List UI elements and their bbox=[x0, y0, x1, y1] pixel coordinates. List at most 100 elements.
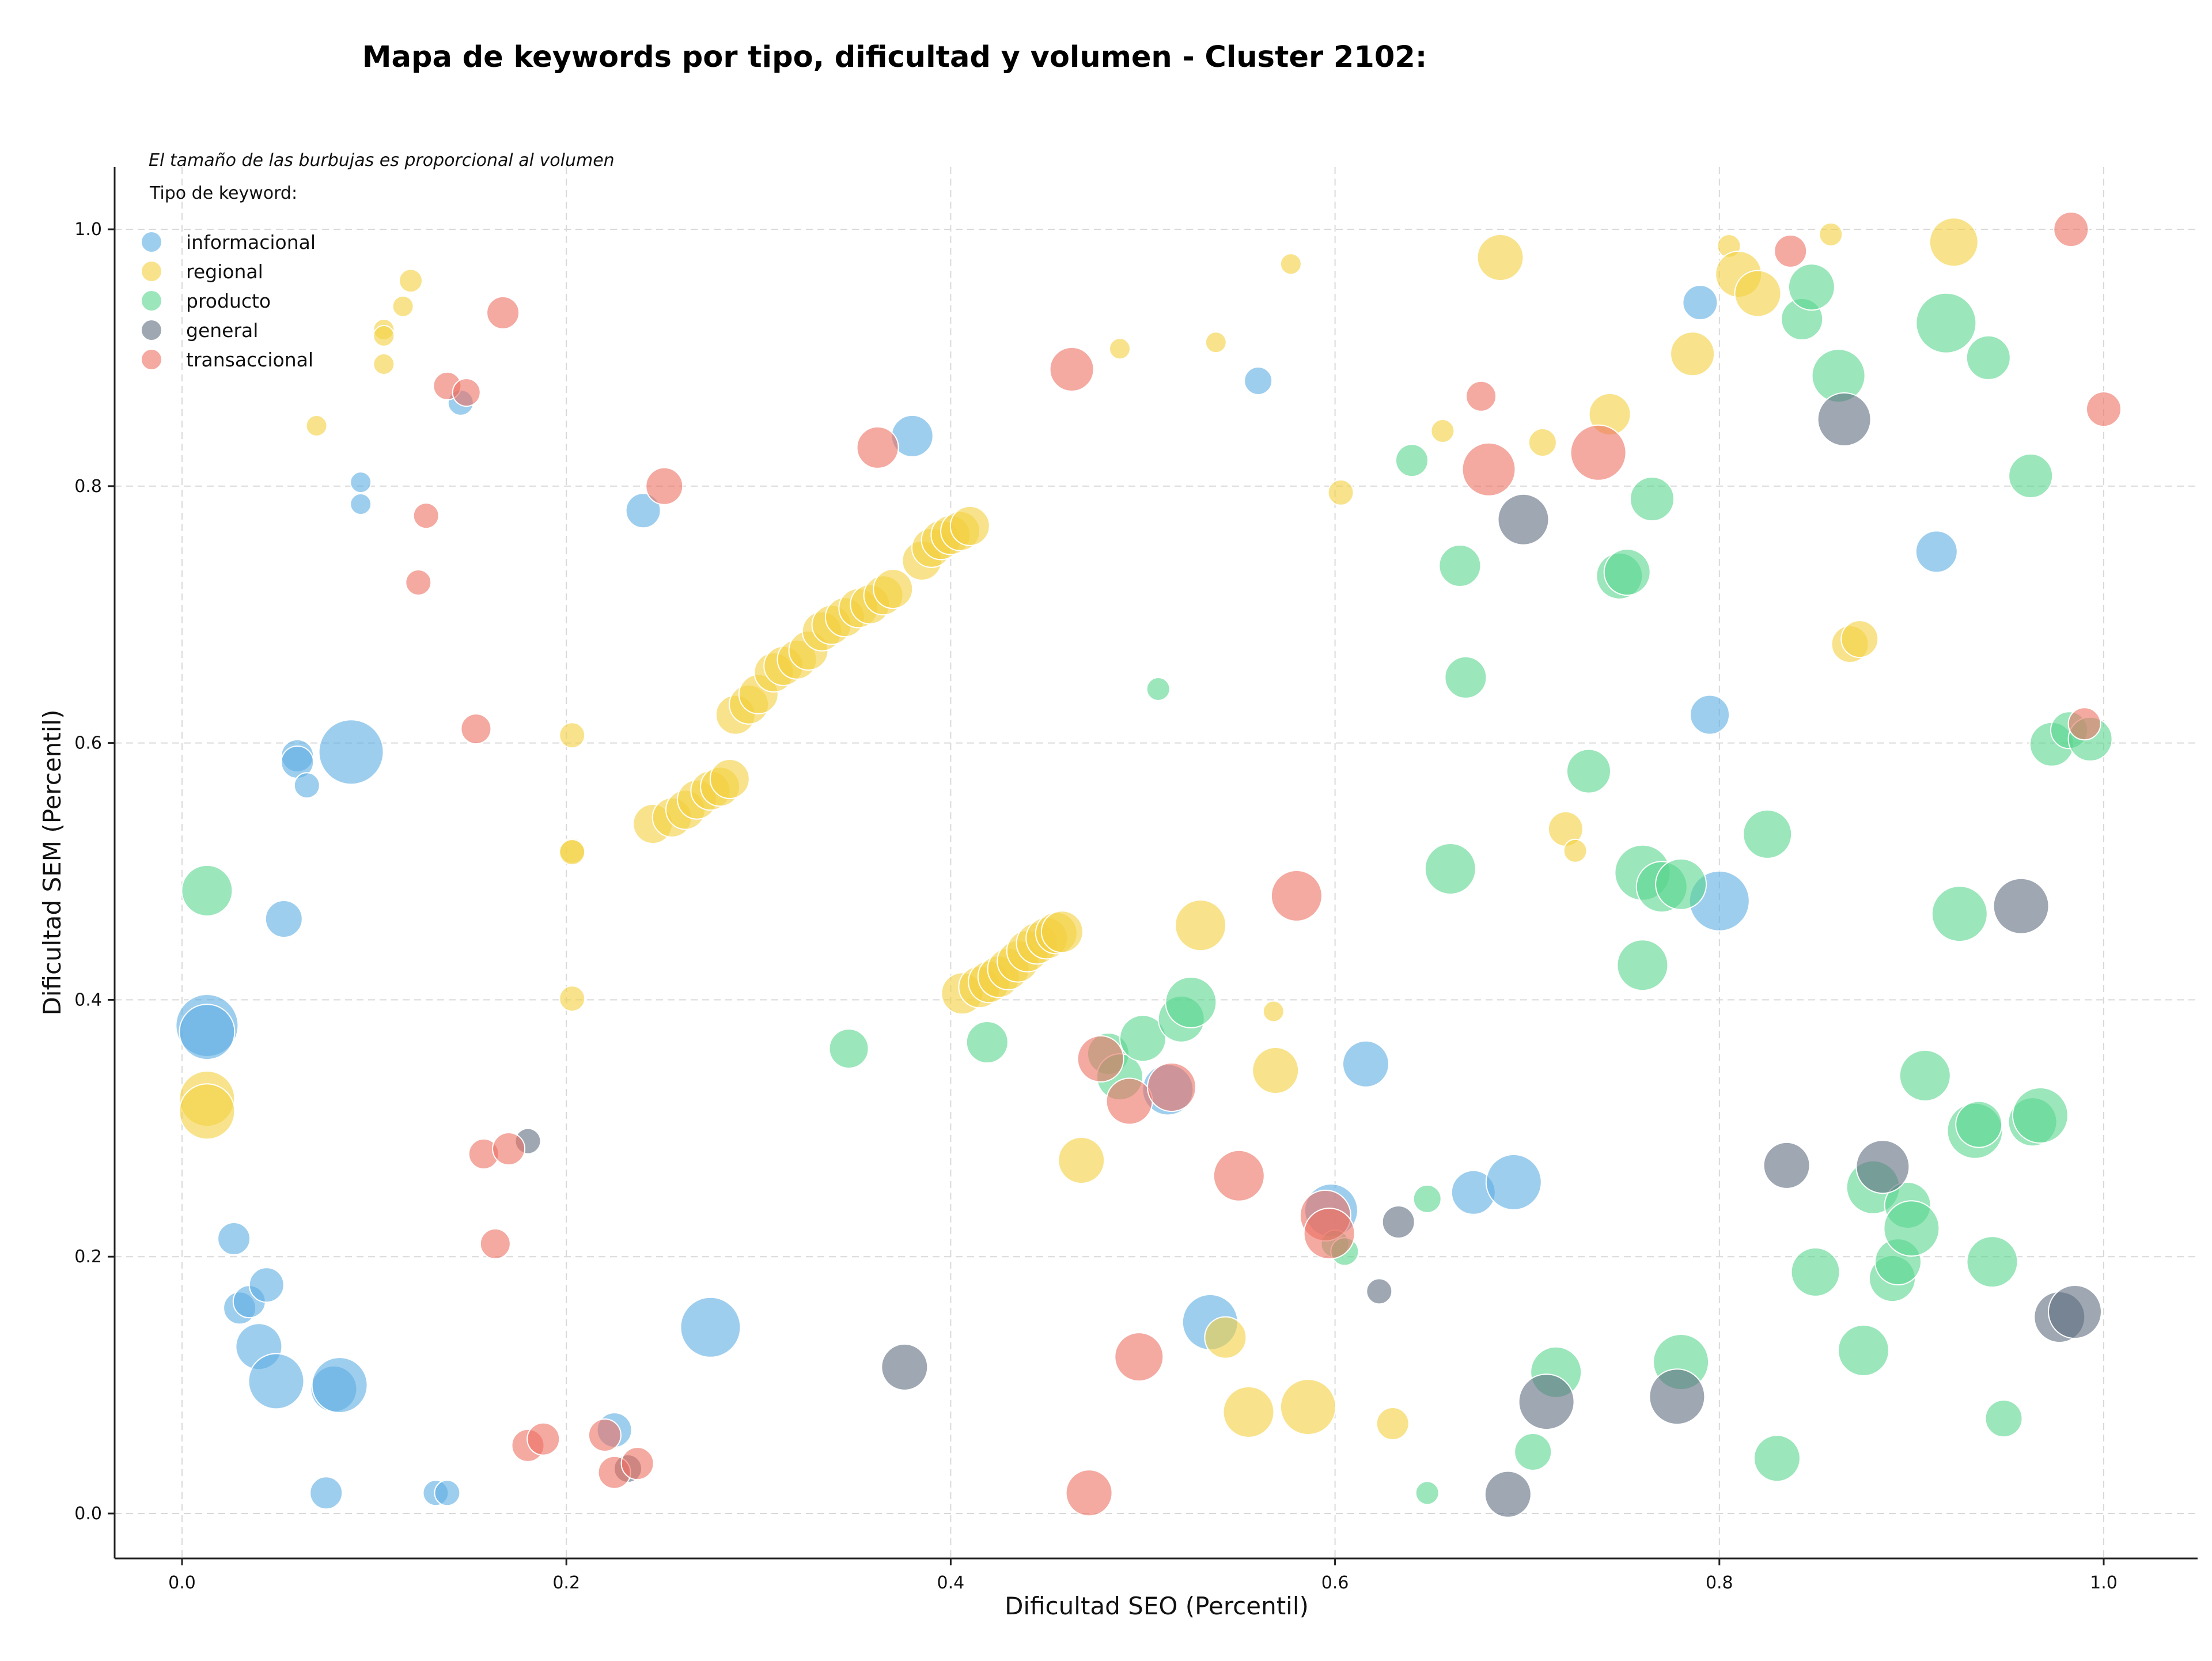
bubble-transaccional bbox=[1077, 1035, 1124, 1083]
bubble-transaccional bbox=[412, 502, 440, 529]
bubble-transaccional bbox=[460, 713, 492, 745]
bubble-general bbox=[1484, 1470, 1532, 1518]
legend-label-informacional: informacional bbox=[186, 231, 316, 253]
legend-marker-general bbox=[142, 320, 161, 340]
bubble-regional bbox=[1376, 1407, 1410, 1440]
series-regional bbox=[179, 217, 1979, 1440]
x-tick-label: 0.6 bbox=[1321, 1573, 1349, 1593]
bubble-transaccional bbox=[405, 569, 432, 596]
bubble-general bbox=[1366, 1278, 1393, 1305]
bubble-transaccional bbox=[492, 1132, 526, 1166]
bubble-producto bbox=[1655, 858, 1707, 910]
x-tick-label: 1.0 bbox=[2090, 1573, 2118, 1593]
bubble-regional bbox=[559, 985, 586, 1012]
bubble-regional bbox=[1670, 331, 1715, 377]
bubble-regional bbox=[392, 295, 414, 317]
bubble-transaccional bbox=[856, 426, 899, 469]
bubble-regional bbox=[1476, 234, 1524, 281]
bubble-transaccional bbox=[1461, 442, 1516, 497]
bubble-regional bbox=[1279, 1379, 1336, 1435]
bubble-regional bbox=[1109, 338, 1131, 360]
bubble-producto bbox=[1514, 1433, 1552, 1471]
bubble-informacional bbox=[1342, 1040, 1389, 1088]
legend-label-producto: producto bbox=[186, 290, 271, 312]
bubble-regional bbox=[1175, 899, 1227, 952]
bubble-informacional bbox=[1915, 530, 1958, 573]
bubble-informacional bbox=[311, 1357, 368, 1414]
bubble-transaccional bbox=[1114, 1332, 1164, 1382]
bubble-transaccional bbox=[2086, 391, 2122, 427]
bubble-producto bbox=[1743, 809, 1793, 859]
legend-label-general: general bbox=[186, 319, 258, 342]
bubble-informacional bbox=[248, 1353, 305, 1410]
bubble-transaccional bbox=[1270, 869, 1323, 922]
bubble-general bbox=[1518, 1374, 1575, 1431]
bubble-regional bbox=[373, 353, 395, 375]
series-producto bbox=[181, 263, 2113, 1505]
bubble-transaccional bbox=[527, 1422, 560, 1456]
bubble-producto bbox=[1395, 444, 1429, 478]
bubble-producto bbox=[181, 864, 233, 917]
bubble-general bbox=[1381, 1205, 1415, 1239]
bubble-producto bbox=[1838, 1324, 1889, 1376]
series-general bbox=[514, 392, 2102, 1518]
bubble-regional bbox=[1819, 222, 1843, 247]
bubble-transaccional bbox=[479, 1228, 511, 1259]
x-axis-label: Dificultad SEO (Percentil) bbox=[1005, 1592, 1309, 1620]
bubble-informacional bbox=[1690, 694, 1730, 735]
bubble-transaccional bbox=[2053, 211, 2089, 247]
legend-title: Tipo de keyword: bbox=[149, 183, 297, 203]
bubble-transaccional bbox=[2067, 707, 2101, 741]
bubble-informacional bbox=[1485, 1153, 1542, 1210]
legend-marker-transaccional bbox=[142, 350, 161, 369]
bubble-producto bbox=[965, 1021, 1009, 1064]
bubble-general bbox=[1993, 877, 2050, 934]
y-tick-label: 1.0 bbox=[74, 220, 102, 240]
bubble-producto bbox=[1424, 843, 1476, 895]
bubble-transaccional bbox=[1774, 234, 1808, 268]
bubble-producto bbox=[1931, 886, 1988, 943]
bubble-producto bbox=[1444, 656, 1487, 699]
bubble-regional bbox=[949, 505, 990, 546]
bubble-informacional bbox=[318, 719, 384, 785]
bubble-producto bbox=[1965, 335, 2011, 380]
bubble-general bbox=[881, 1343, 929, 1391]
bubble-regional bbox=[399, 268, 423, 293]
bubble-producto bbox=[828, 1028, 869, 1069]
x-tick-label: 0.4 bbox=[937, 1573, 965, 1593]
bubble-producto bbox=[1603, 548, 1651, 596]
legend: informacional regional producto general tran… bbox=[142, 231, 316, 371]
bubble-informacional bbox=[434, 1480, 461, 1507]
legend-label-regional: regional bbox=[186, 260, 263, 283]
bubble-informacional bbox=[248, 1267, 285, 1303]
bubble-producto bbox=[1630, 476, 1675, 522]
bubble-general bbox=[1817, 392, 1872, 447]
bubble-producto bbox=[1119, 1015, 1166, 1062]
bubble-regional bbox=[1929, 217, 1979, 267]
bubble-regional bbox=[1279, 253, 1302, 275]
bubble-regional bbox=[305, 415, 328, 437]
bubble-producto bbox=[2012, 1087, 2069, 1144]
y-tick-label: 0.8 bbox=[74, 476, 102, 497]
bubble-producto bbox=[1146, 677, 1171, 701]
bubble-producto bbox=[1616, 939, 1669, 992]
bubble-informacional bbox=[350, 493, 372, 515]
bubble-transaccional bbox=[1303, 1208, 1355, 1260]
bubble-transaccional bbox=[486, 296, 520, 330]
chart-title: Mapa de keywords por tipo, dificultad y … bbox=[362, 40, 1427, 74]
bubble-producto bbox=[1415, 1481, 1440, 1505]
bubble-transaccional bbox=[1147, 1062, 1196, 1112]
bubble-regional bbox=[1205, 331, 1227, 354]
axes bbox=[113, 167, 2198, 1560]
series-transaccional bbox=[405, 211, 2122, 1517]
bubble-producto bbox=[1787, 263, 1835, 311]
bubble-informacional bbox=[293, 772, 320, 799]
bubble-regional bbox=[373, 325, 395, 347]
bubble-regional bbox=[709, 759, 750, 799]
bubble-general bbox=[1497, 493, 1550, 546]
bubble-general bbox=[2048, 1285, 2102, 1339]
bubble-informacional bbox=[217, 1222, 251, 1255]
bubble-informacional bbox=[309, 1476, 343, 1510]
ticks: 0.0 0.0 0.2 0.2 0.4 0.4 0.6 0.6 0.8 0.8 1.0 1.0 bbox=[74, 220, 2118, 1593]
